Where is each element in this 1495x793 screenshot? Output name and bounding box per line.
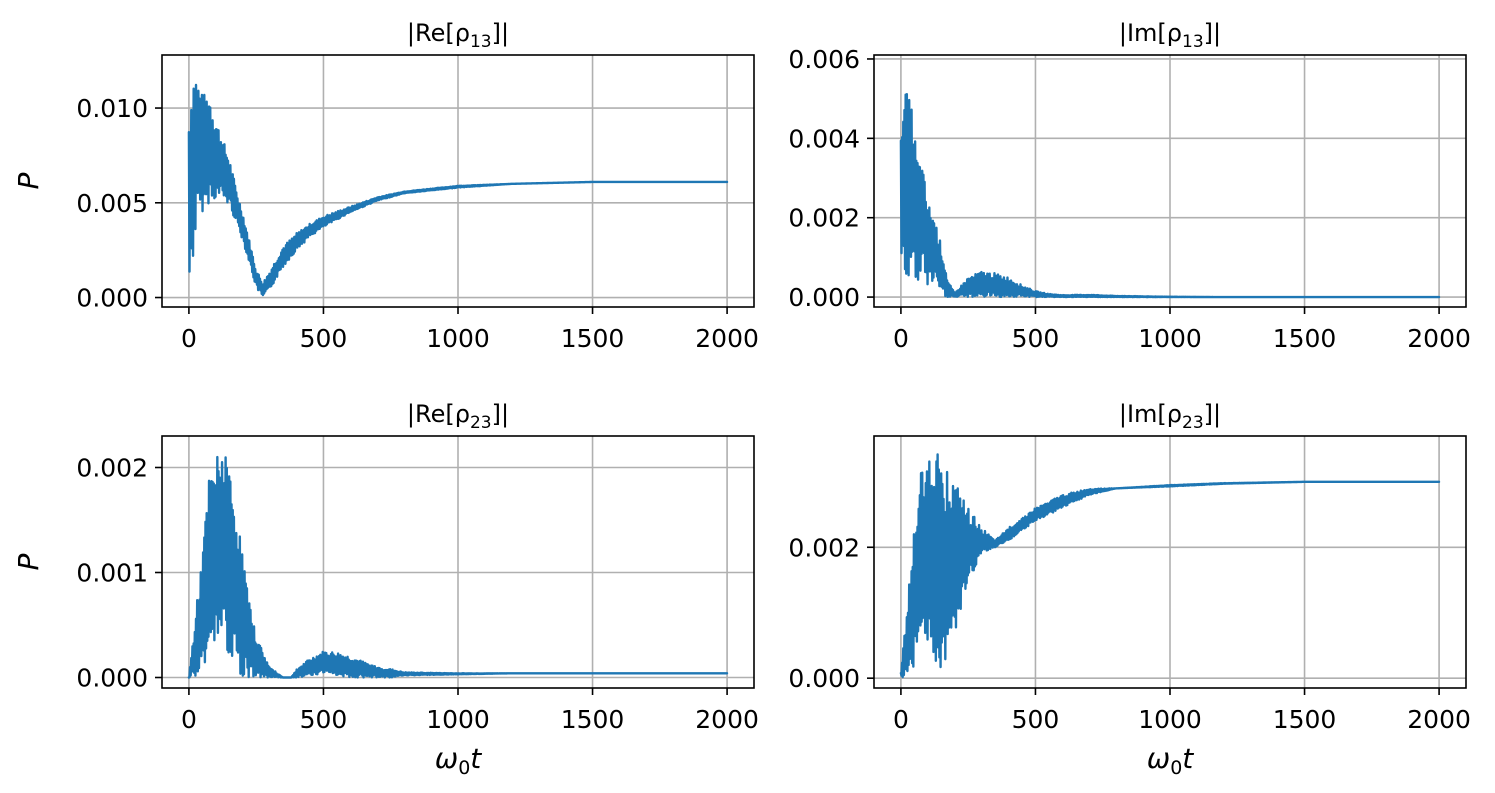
x-tick-label: 1500 xyxy=(561,324,625,353)
y-tick-label: 0.004 xyxy=(788,124,860,153)
x-tick-label: 500 xyxy=(300,324,348,353)
y-tick-label: 0.005 xyxy=(76,189,148,218)
y-tick-label: 0.006 xyxy=(788,45,860,74)
x-tick-label: 0 xyxy=(893,705,909,734)
y-tick-label: 0.002 xyxy=(788,204,860,233)
series-line xyxy=(899,453,1441,679)
ticks: 0 500 1000 1500 2000 0.000 0.001 0.002 xyxy=(76,454,758,735)
y-tick-label: 0.000 xyxy=(788,283,860,312)
y-axis-label: P xyxy=(12,172,45,189)
y-tick-label: 0.002 xyxy=(76,454,148,483)
ticks: 0 500 1000 1500 2000 0.000 0.002 xyxy=(788,533,1470,734)
series-line xyxy=(899,92,1441,299)
panel-title: |Re[ρ13]| xyxy=(407,19,509,52)
x-tick-label: 2000 xyxy=(695,324,759,353)
x-tick-label: 1500 xyxy=(1273,705,1337,734)
subplot-re-rho13: 0 500 1000 1500 2000 0.000 0.005 0.010 |Re[ρ13]… xyxy=(12,19,759,353)
y-tick-label: 0.000 xyxy=(76,664,148,693)
x-tick-label: 1000 xyxy=(426,324,490,353)
y-tick-label: 0.000 xyxy=(76,284,148,313)
x-tick-label: 1000 xyxy=(426,705,490,734)
subplot-im-rho13: 0 500 1000 1500 2000 0.000 0.002 0.004 0.006 |Im… xyxy=(788,19,1470,353)
y-tick-label: 0.002 xyxy=(788,533,860,562)
x-axis-label: ω0t xyxy=(435,742,483,779)
subplot-im-rho23: 0 500 1000 1500 2000 0.000 0.002 |Im[ρ23]| ω0t xyxy=(788,400,1470,779)
y-tick-label: 0.010 xyxy=(76,94,148,123)
panel-title: |Im[ρ23]| xyxy=(1119,400,1221,433)
x-tick-label: 1500 xyxy=(1273,324,1337,353)
x-tick-label: 500 xyxy=(1012,324,1060,353)
series-line xyxy=(187,83,729,297)
data-series xyxy=(187,83,729,297)
x-tick-label: 2000 xyxy=(1407,705,1471,734)
panel-title: |Re[ρ23]| xyxy=(407,400,509,433)
x-tick-label: 500 xyxy=(300,705,348,734)
y-tick-label: 0.000 xyxy=(788,664,860,693)
x-tick-label: 2000 xyxy=(1407,324,1471,353)
series-line xyxy=(187,455,729,679)
subplot-re-rho23: 0 500 1000 1500 2000 0.000 0.001 0.002 |Re[ρ23]… xyxy=(12,400,759,779)
panel-title: |Im[ρ13]| xyxy=(1119,19,1221,52)
x-tick-label: 1000 xyxy=(1138,324,1202,353)
data-series xyxy=(899,92,1441,299)
data-series xyxy=(187,455,729,679)
x-tick-label: 0 xyxy=(893,324,909,353)
x-tick-label: 1000 xyxy=(1138,705,1202,734)
data-series xyxy=(899,453,1441,679)
x-tick-label: 1500 xyxy=(561,705,625,734)
y-tick-label: 0.001 xyxy=(76,559,148,588)
ticks: 0 500 1000 1500 2000 0.000 0.002 0.004 0.006 xyxy=(788,45,1470,353)
x-tick-label: 2000 xyxy=(695,705,759,734)
x-axis-label: ω0t xyxy=(1147,742,1195,779)
x-tick-label: 0 xyxy=(181,324,197,353)
x-tick-label: 0 xyxy=(181,705,197,734)
ticks: 0 500 1000 1500 2000 0.000 0.005 0.010 xyxy=(76,94,758,353)
y-axis-label: P xyxy=(12,553,45,570)
x-tick-label: 500 xyxy=(1012,705,1060,734)
